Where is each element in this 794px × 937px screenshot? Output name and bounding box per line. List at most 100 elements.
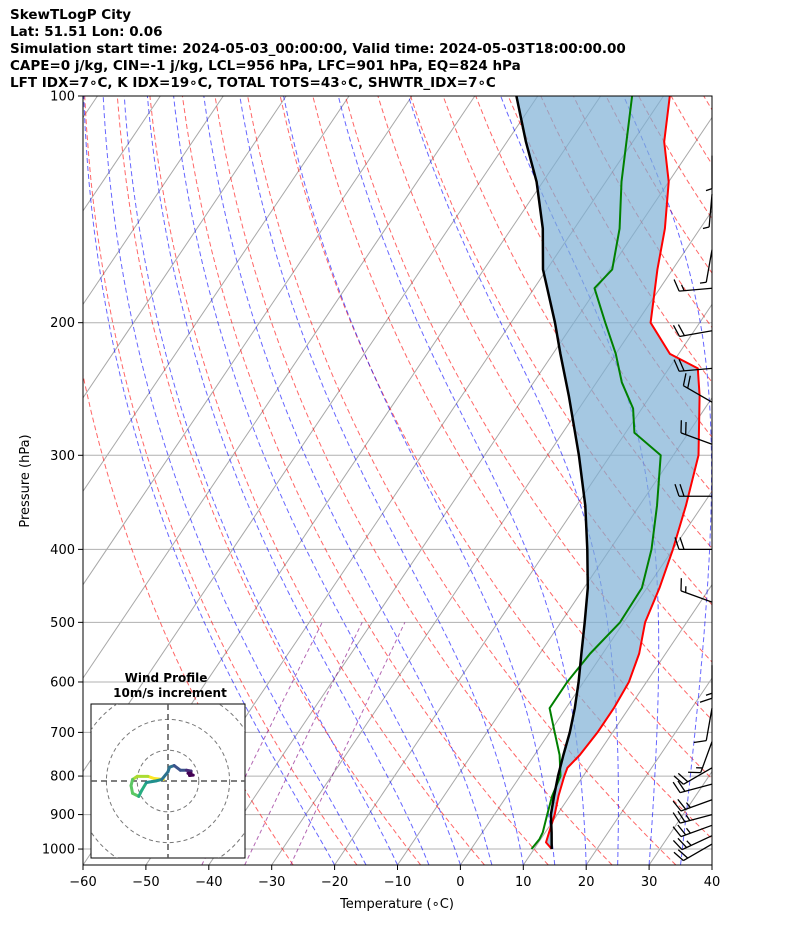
wind-barb xyxy=(673,767,713,785)
x-axis-label: Temperature (∘C) xyxy=(339,897,454,912)
moist-adiabat xyxy=(711,861,712,865)
dry-adiabat xyxy=(703,96,712,111)
wind-barb xyxy=(672,780,713,794)
wind-barb xyxy=(673,843,713,862)
x-tick-label: −10 xyxy=(384,875,411,890)
wind-barb xyxy=(693,708,713,744)
x-tick-label: 40 xyxy=(704,875,721,890)
chart-header: SkewTLogP City Lat: 51.51 Lon: 0.06 Simu… xyxy=(10,7,626,92)
moist-adiabat xyxy=(102,96,367,865)
wind-barb xyxy=(705,155,713,192)
wind-barb xyxy=(672,824,713,838)
moist-adiabat xyxy=(623,96,712,865)
dry-adiabat xyxy=(377,96,712,663)
dry-adiabat xyxy=(83,372,294,865)
wind-barb xyxy=(672,835,713,851)
y-tick-label: 200 xyxy=(50,316,75,331)
wind-barb xyxy=(680,420,713,445)
index-stats: LFT IDX=7∘C, K IDX=19∘C, TOTAL TOTS=43∘C… xyxy=(10,75,496,91)
dry-adiabat xyxy=(181,96,549,865)
dry-adiabat xyxy=(149,96,485,865)
wind-barb xyxy=(702,194,713,230)
wind-barb xyxy=(699,665,713,703)
dry-adiabat xyxy=(214,96,613,865)
hodograph-subtitle: 10m/s increment xyxy=(113,686,227,700)
isotherm xyxy=(83,96,413,586)
cape-stats: CAPE=0 j/kg, CIN=-1 j/kg, LCL=956 hPa, L… xyxy=(10,58,521,74)
isotherm xyxy=(522,583,712,865)
y-tick-label: 500 xyxy=(50,616,75,631)
temperature-line xyxy=(545,96,701,850)
wind-barb xyxy=(672,324,713,338)
moist-adiabat xyxy=(239,96,524,865)
wind-barb xyxy=(674,537,712,551)
x-axis: −60 −50 −40 −30 −20 −10 0 10 20 30 40 xyxy=(69,865,720,890)
hodograph-ring xyxy=(136,749,200,813)
x-tick-label: −30 xyxy=(258,875,285,890)
dry-adiabat xyxy=(736,96,794,865)
wind-barb xyxy=(682,373,713,403)
parcel-line xyxy=(515,96,590,850)
y-tick-label: 700 xyxy=(50,726,75,741)
wind-barb xyxy=(672,810,713,824)
x-tick-label: −20 xyxy=(321,875,348,890)
y-tick-label: 600 xyxy=(50,675,75,690)
y-axis: 100 200 300 400 500 600 700 800 900 1000 xyxy=(42,90,83,858)
wind-barbs xyxy=(672,155,713,862)
mixing-ratio-line xyxy=(244,622,363,865)
hodograph-inset: Wind Profile 10m/s increment xyxy=(90,671,246,859)
wind-barb xyxy=(672,798,713,812)
moist-adiabat xyxy=(283,96,556,865)
wind-barb xyxy=(688,741,713,774)
cape-fill xyxy=(516,96,700,849)
moist-adiabat xyxy=(123,96,398,865)
wind-barb xyxy=(673,279,713,292)
y-tick-label: 900 xyxy=(50,808,75,823)
time-label: Simulation start time: 2024-05-03_00:00:… xyxy=(10,41,626,57)
dry-adiabat xyxy=(344,96,712,721)
isotherm xyxy=(83,96,350,493)
isotherm xyxy=(585,677,712,865)
hodograph-segment xyxy=(160,770,170,781)
dry-adiabat xyxy=(247,96,677,865)
moist-adiabat xyxy=(203,96,493,865)
y-axis-label: Pressure (hPa) xyxy=(18,434,33,527)
moist-adiabat xyxy=(83,96,336,865)
chart-title: SkewTLogP City xyxy=(10,7,132,23)
y-tick-label: 300 xyxy=(50,449,75,464)
hodograph-segment xyxy=(144,779,158,785)
x-tick-label: 0 xyxy=(456,875,464,890)
wind-barb xyxy=(699,249,713,284)
dry-adiabat xyxy=(116,96,422,865)
x-tick-label: 10 xyxy=(515,875,532,890)
isotherm xyxy=(711,864,712,865)
profile-lines xyxy=(515,96,701,850)
location-label: Lat: 51.51 Lon: 0.06 xyxy=(10,24,163,40)
dry-adiabat xyxy=(410,96,712,606)
dry-adiabat xyxy=(769,96,794,865)
hodograph-title: Wind Profile xyxy=(125,671,208,685)
x-tick-label: 20 xyxy=(578,875,595,890)
isotherm xyxy=(83,96,476,680)
dry-adiabat xyxy=(279,96,712,840)
x-tick-label: −40 xyxy=(195,875,222,890)
cape-area xyxy=(516,96,700,849)
moist-adiabat xyxy=(173,96,461,865)
x-tick-label: −50 xyxy=(132,875,159,890)
y-tick-label: 1000 xyxy=(42,843,75,858)
isotherm xyxy=(459,490,712,865)
wind-barb xyxy=(680,578,713,603)
isotherm xyxy=(83,96,224,306)
x-tick-label: −60 xyxy=(69,875,96,890)
hodograph-plot xyxy=(91,704,245,858)
moist-adiabat xyxy=(337,96,587,865)
isotherm xyxy=(83,96,287,399)
isotherm xyxy=(271,210,712,865)
moist-adiabat xyxy=(146,96,430,865)
y-tick-label: 400 xyxy=(50,543,75,558)
wind-barb xyxy=(673,358,713,372)
x-tick-label: 30 xyxy=(641,875,658,890)
y-tick-label: 100 xyxy=(50,90,75,105)
wind-barb xyxy=(674,484,712,497)
